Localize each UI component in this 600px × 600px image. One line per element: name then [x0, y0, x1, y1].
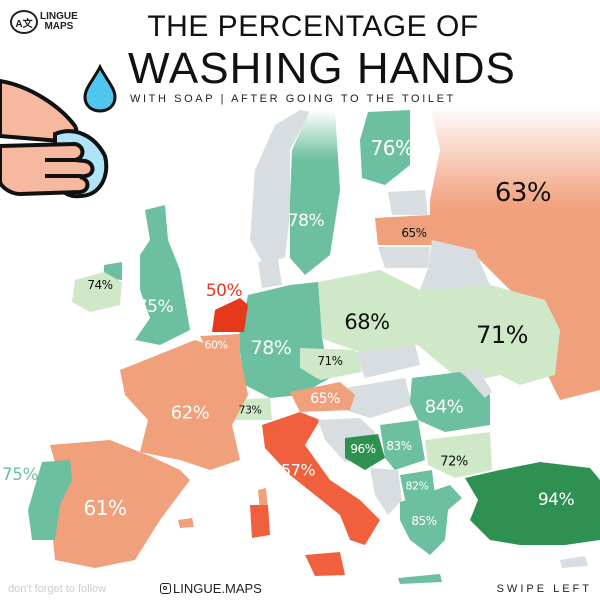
country-albania [370, 468, 402, 515]
country-slovakia [355, 345, 420, 378]
country-ukraine [418, 285, 560, 385]
country-north-macedonia [400, 470, 435, 500]
country-finland [360, 110, 410, 185]
country-ireland [72, 272, 122, 312]
country-label-romania: 84% [424, 396, 464, 418]
country-bulgaria [425, 432, 492, 478]
island-crete [398, 574, 442, 584]
island-cyprus [560, 556, 588, 568]
island-baleares [178, 518, 194, 528]
country-italy [262, 412, 380, 545]
country-serbia [380, 420, 425, 470]
country-norway [250, 110, 310, 262]
country-label-bulgaria: 72% [440, 454, 468, 470]
country-label-ukraine: 71% [476, 321, 528, 349]
country-portugal [28, 460, 72, 540]
country-united-kingdom [135, 205, 190, 345]
island-sicily [305, 552, 345, 576]
country-label-poland: 68% [344, 310, 390, 334]
subtitle: WITH SOAP | AFTER GOING TO THE TOILET [130, 93, 456, 105]
country-label-switzerland: 73% [238, 403, 262, 417]
water-drop-icon [83, 64, 117, 113]
title-line2: WASHING HANDS [128, 44, 516, 93]
title-line1: THE PERCENTAGE OF [147, 10, 479, 43]
country-label-united-kingdom: 75% [136, 297, 174, 317]
country-label-portugal: 75% [1, 465, 39, 485]
country-czechia [300, 348, 362, 380]
country-label-north-macedonia: 82% [405, 479, 429, 493]
country-label-sweden: 78% [287, 211, 325, 231]
country-netherlands [212, 298, 248, 332]
country-spain [50, 440, 190, 568]
island-sardinia [250, 505, 270, 538]
country-label-italy: 57% [280, 460, 316, 480]
country-latvia [375, 215, 432, 245]
country-label-czechia: 71% [317, 354, 343, 368]
country-label-russia: 63% [494, 178, 552, 208]
instagram-icon [160, 583, 171, 594]
country-sweden [290, 110, 340, 275]
country-belarus [420, 240, 490, 298]
country-label-germany: 78% [250, 337, 292, 359]
country-lithuania [378, 247, 430, 268]
brand-logo: A文 LINGUE MAPS [10, 10, 78, 34]
washing-hands-icon [0, 78, 109, 199]
country-label-turkey: 94% [537, 490, 575, 510]
country-label-latvia: 65% [401, 226, 427, 240]
country-romania [410, 372, 490, 432]
country-label-finland: 76% [370, 136, 414, 160]
handle-text: LINGUE.MAPS [173, 581, 262, 596]
country-france [120, 340, 248, 470]
country-label-serbia: 83% [386, 439, 412, 453]
country-label-bosnia-and-herzegovina: 96% [350, 442, 376, 456]
country-label-belgium: 60% [204, 338, 228, 352]
country-turkey [465, 462, 600, 545]
country-label-spain: 61% [83, 496, 127, 520]
country-poland [318, 270, 420, 352]
country-greece [400, 485, 462, 555]
country-hungary [345, 378, 412, 418]
country-label-austria: 65% [310, 391, 340, 407]
country-label-france: 62% [170, 402, 210, 424]
country-label-ireland: 74% [87, 278, 113, 292]
follow-text: don't forget to follow [8, 583, 107, 595]
country-label-greece: 85% [411, 514, 437, 528]
country-austria [290, 382, 355, 412]
swipe-left-hint: SWIPE LEFT [496, 583, 592, 595]
country-denmark [258, 258, 282, 288]
country-bosnia [345, 434, 385, 470]
brand-line1: LINGUE [40, 11, 78, 22]
country-estonia [388, 190, 428, 215]
instagram-handle[interactable]: LINGUE.MAPS [160, 581, 262, 596]
brand-line2: MAPS [44, 21, 74, 32]
country-label-netherlands: 50% [205, 281, 243, 301]
translate-icon: A文 [10, 10, 38, 34]
country-moldova [460, 368, 492, 398]
